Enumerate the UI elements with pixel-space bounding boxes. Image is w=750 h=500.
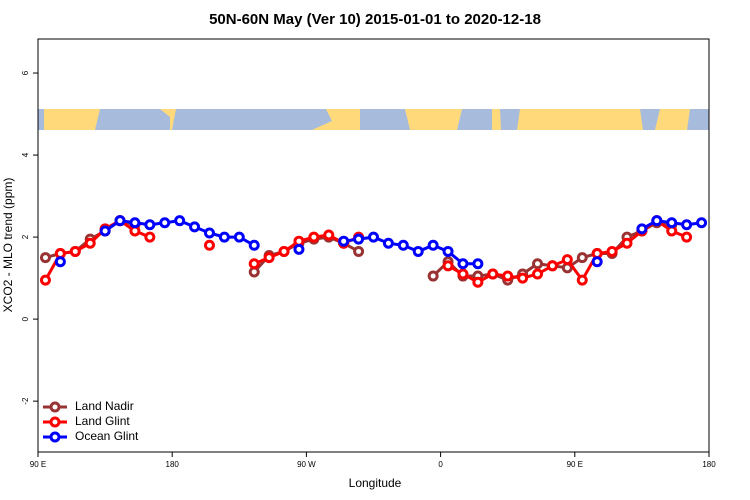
data-point: [397, 239, 409, 251]
data-point: [427, 239, 439, 251]
data-point: [353, 245, 365, 257]
x-axis-label: Longitude: [349, 476, 402, 490]
data-point: [189, 221, 201, 233]
data-point: [368, 231, 379, 243]
data-point: [39, 274, 51, 286]
x-tick-label: 90 W: [297, 460, 316, 469]
data-point: [502, 270, 514, 282]
data-point: [472, 258, 484, 270]
y-tick-label: 0: [21, 316, 30, 321]
legend-label: Ocean Glint: [75, 429, 139, 443]
data-point: [442, 260, 454, 272]
legend-marker: [49, 416, 61, 428]
data-point: [442, 245, 454, 257]
data-point: [696, 217, 708, 229]
data-point: [308, 231, 320, 243]
x-tick-label: 180: [702, 460, 716, 469]
data-point: [233, 231, 245, 243]
data-point: [84, 237, 96, 249]
data-point: [681, 231, 693, 243]
data-point: [159, 217, 171, 229]
legend-label: Land Glint: [75, 414, 130, 428]
data-point: [203, 227, 215, 239]
data-point: [457, 268, 469, 280]
y-axis-label: XCO2 - MLO trend (ppm): [1, 178, 15, 313]
data-point: [681, 219, 693, 231]
data-point: [218, 231, 230, 243]
data-point: [248, 258, 260, 270]
data-point: [248, 239, 260, 251]
x-tick-label: 90 E: [567, 460, 583, 469]
data-point: [532, 268, 544, 280]
y-tick-label: 6: [21, 70, 30, 75]
data-point: [561, 254, 573, 266]
series-line: [44, 218, 688, 284]
data-point: [203, 239, 215, 251]
legend-label: Land Nadir: [75, 399, 134, 413]
data-point: [54, 256, 66, 268]
data-point: [69, 245, 81, 257]
data-point: [666, 217, 678, 229]
data-point: [99, 225, 111, 237]
data-point: [546, 260, 558, 272]
data-point: [144, 219, 156, 231]
data-point: [129, 217, 141, 229]
data-point: [174, 215, 186, 227]
x-tick-label: 90 E: [30, 460, 46, 469]
data-point: [39, 252, 51, 264]
data-point: [487, 268, 499, 280]
data-point: [651, 215, 663, 227]
data-point: [338, 235, 350, 247]
data-point: [576, 252, 588, 264]
data-point: [323, 229, 335, 241]
data-point: [293, 243, 305, 255]
data-point: [606, 245, 618, 257]
data-point: [427, 270, 439, 282]
legend-marker: [49, 431, 61, 443]
data-point: [636, 223, 648, 235]
data-point: [457, 258, 469, 270]
x-tick-label: 180: [166, 460, 180, 469]
chart-title: 50N-60N May (Ver 10) 2015-01-01 to 2020-…: [209, 11, 541, 28]
data-point: [144, 231, 156, 243]
y-tick-label: 4: [21, 152, 30, 157]
data-point: [278, 245, 290, 257]
y-tick-label: 2: [21, 234, 30, 239]
y-tick-label: -2: [21, 397, 30, 405]
map-strip: [38, 109, 709, 130]
data-point: [263, 252, 275, 264]
data-point: [621, 237, 633, 249]
legend-marker: [49, 401, 61, 413]
data-point: [591, 256, 603, 268]
data-point: [382, 237, 394, 249]
plot-frame: [37, 38, 710, 453]
data-point: [532, 258, 544, 270]
x-tick-label: 0: [438, 460, 443, 469]
data-point: [412, 245, 424, 257]
data-point: [576, 274, 588, 286]
data-point: [353, 233, 365, 245]
data-point: [472, 276, 484, 288]
data-point: [517, 272, 529, 284]
data-point: [114, 215, 126, 227]
